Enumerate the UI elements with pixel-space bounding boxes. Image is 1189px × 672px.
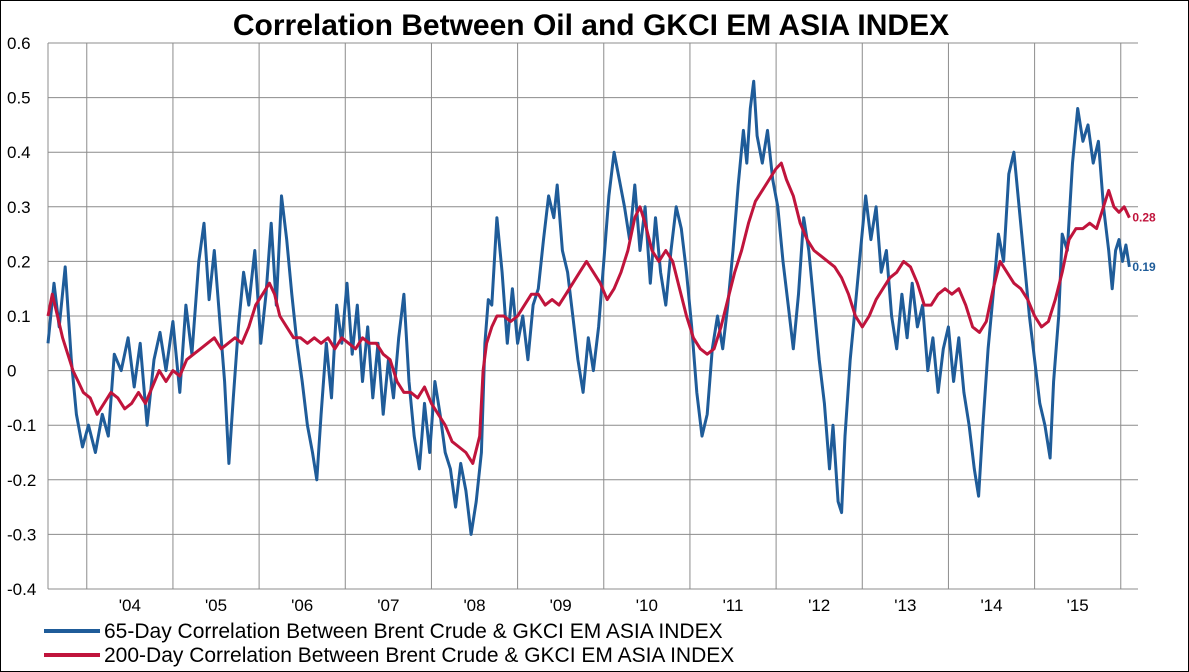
y-tick-label: 0: [7, 362, 16, 381]
x-tick-label: '08: [463, 596, 485, 615]
legend: 65-Day Correlation Between Brent Crude &…: [44, 620, 734, 667]
y-tick-label: 0.6: [7, 34, 31, 53]
end-label-65day: 0.19: [1132, 260, 1156, 274]
x-tick-label: '04: [119, 596, 141, 615]
x-tick-label: '15: [1067, 596, 1089, 615]
x-tick-label: '07: [377, 596, 399, 615]
series-lines: 0.19 0.28: [46, 79, 1156, 536]
x-tick-label: '06: [291, 596, 313, 615]
end-label-200day: 0.28: [1132, 211, 1156, 225]
legend-label-200day: 200-Day Correlation Between Brent Crude …: [104, 644, 734, 667]
grid: [47, 42, 1138, 590]
y-tick-label: -0.2: [7, 471, 36, 490]
x-tick-label: '09: [550, 596, 572, 615]
series-line-200day: [46, 161, 1131, 465]
x-tick-label: '10: [636, 596, 658, 615]
x-tick-label: '11: [723, 596, 744, 615]
legend-label-65day: 65-Day Correlation Between Brent Crude &…: [104, 620, 723, 643]
x-tick-label: '05: [205, 596, 227, 615]
x-tick-label: '12: [808, 596, 830, 615]
axes: 0.6 0.5 0.4 0.3 0.2 0.1 0 -0.1 -0.2 -0.3 -0.4 '04 '0…: [7, 34, 1089, 615]
series-line-65day: [46, 79, 1131, 536]
y-tick-label: 0.5: [7, 89, 31, 108]
y-tick-label: 0.4: [7, 143, 31, 162]
y-tick-label: -0.3: [7, 525, 36, 544]
y-tick-label: 0.3: [7, 198, 31, 217]
y-tick-label: -0.4: [7, 580, 36, 599]
y-tick-label: 0.2: [7, 252, 31, 271]
chart-title: Correlation Between Oil and GKCI EM ASIA…: [233, 9, 949, 42]
x-tick-label: '13: [894, 596, 916, 615]
y-tick-label: -0.1: [7, 416, 36, 435]
x-tick-label: '14: [980, 596, 1002, 615]
y-tick-label: 0.1: [7, 307, 31, 326]
